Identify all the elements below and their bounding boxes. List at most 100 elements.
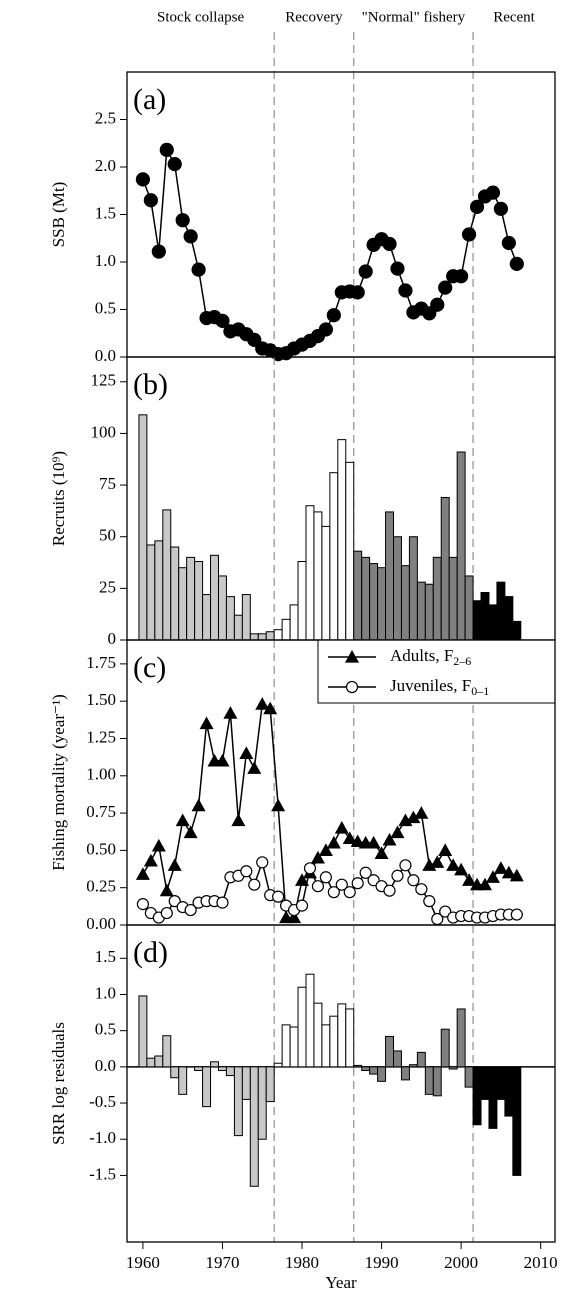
marker <box>493 861 508 874</box>
marker <box>367 874 380 887</box>
x-tick-label: 2010 <box>524 1253 558 1272</box>
bar <box>416 581 426 641</box>
bar <box>385 511 395 641</box>
bar <box>432 556 442 641</box>
bar <box>369 1066 379 1075</box>
marker <box>248 878 261 891</box>
x-tick-label: 1990 <box>365 1253 399 1272</box>
y-tick-label: -0.5 <box>89 1092 116 1111</box>
marker <box>303 862 317 875</box>
bar <box>186 556 196 641</box>
bar <box>170 546 180 641</box>
bar <box>225 1066 235 1077</box>
marker <box>485 185 501 200</box>
bar <box>138 995 148 1068</box>
y-axis-label: SRR log residuals <box>49 1022 68 1145</box>
bar <box>170 1066 180 1079</box>
bar <box>361 556 371 641</box>
legend-label: Adults, F2–6 <box>390 646 471 668</box>
bar <box>512 1066 522 1176</box>
bar <box>504 596 514 641</box>
bar <box>345 461 355 641</box>
marker <box>175 813 190 827</box>
bar <box>154 540 164 641</box>
x-tick-label: 1960 <box>126 1253 160 1272</box>
plot-frame <box>126 71 556 358</box>
bar <box>265 1066 275 1103</box>
legend-subscript: 2–6 <box>453 654 471 668</box>
marker <box>143 193 158 208</box>
y-tick-label: 0.0 <box>95 1056 116 1075</box>
marker <box>256 856 269 869</box>
marker <box>167 858 182 871</box>
bar <box>448 556 458 641</box>
bar <box>233 1066 243 1137</box>
panel-label: (c) <box>133 651 166 684</box>
marker <box>159 142 174 157</box>
bar <box>408 1064 418 1068</box>
bar <box>297 561 307 641</box>
legend-box <box>317 639 556 704</box>
marker <box>311 880 325 893</box>
marker <box>191 798 206 812</box>
bar <box>313 511 323 641</box>
marker <box>168 895 181 908</box>
marker <box>509 256 524 271</box>
y-tick-label: 0.0 <box>95 346 116 365</box>
bar <box>265 631 275 641</box>
marker <box>167 157 182 172</box>
marker <box>350 834 365 848</box>
bar <box>408 536 418 641</box>
bar <box>488 1066 498 1129</box>
marker <box>334 821 349 834</box>
y-tick-label: 1.5 <box>95 947 116 966</box>
bar <box>353 550 363 641</box>
y-tick-label: 1.0 <box>95 251 116 270</box>
marker <box>263 701 278 715</box>
x-axis-label: Year <box>325 1273 357 1292</box>
marker <box>382 236 397 252</box>
y-tick-label: 100 <box>91 422 117 441</box>
bar <box>202 1066 212 1108</box>
bar <box>416 1051 426 1068</box>
marker <box>272 890 285 903</box>
bar <box>289 1026 299 1068</box>
bar <box>217 575 227 641</box>
marker <box>406 810 421 824</box>
bar <box>225 596 235 641</box>
y-tick-label: 0.25 <box>86 877 116 896</box>
bar <box>305 973 315 1068</box>
marker <box>423 895 436 908</box>
marker <box>351 877 364 890</box>
bar <box>377 1066 387 1082</box>
bar <box>194 1066 204 1071</box>
marker <box>358 264 373 279</box>
marker <box>327 886 340 899</box>
marker <box>326 308 341 323</box>
marker <box>399 859 412 872</box>
marker <box>231 813 246 827</box>
panel-label: (b) <box>133 368 168 401</box>
marker <box>335 878 348 891</box>
x-tick-label: 1970 <box>205 1253 239 1272</box>
line <box>142 147 518 355</box>
era-label: Stock collapse <box>157 9 244 25</box>
bar <box>321 1024 331 1068</box>
legend-label: Juveniles, F0–1 <box>390 676 489 698</box>
bar <box>321 525 331 641</box>
y-tick-label: 1.50 <box>86 690 116 709</box>
marker <box>295 899 309 912</box>
bar <box>424 1066 434 1095</box>
y-tick-label: 1.00 <box>86 765 116 784</box>
marker <box>439 905 452 918</box>
marker <box>383 884 396 897</box>
marker <box>391 869 404 882</box>
bar <box>472 600 482 641</box>
bar <box>313 1002 323 1068</box>
bar <box>233 614 243 641</box>
y-tick-label: 1.0 <box>95 983 116 1002</box>
bar <box>178 1066 188 1095</box>
bar <box>400 1066 410 1081</box>
marker <box>469 199 485 214</box>
